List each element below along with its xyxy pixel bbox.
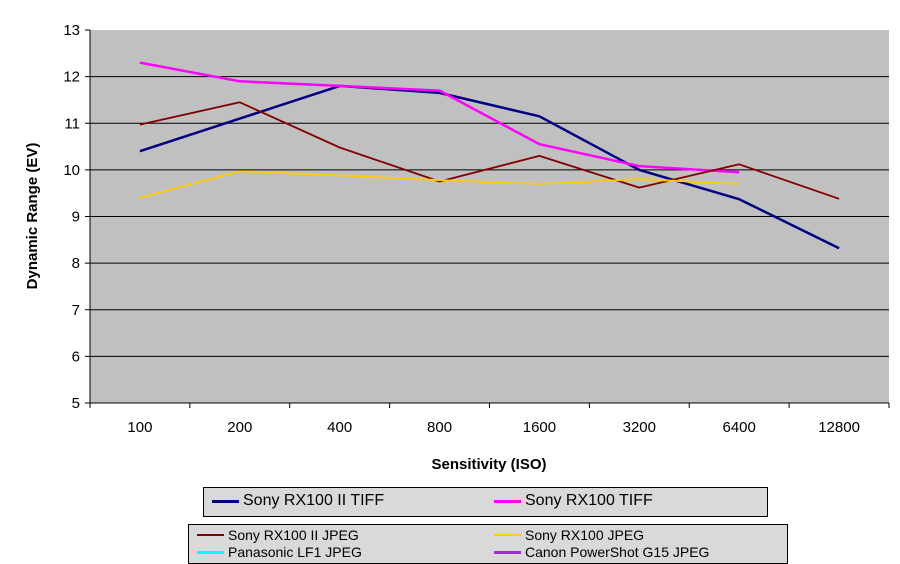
x-axis: 100 200 400 800 1600 3200 6400 12800 — [89, 402, 890, 436]
legend-item: Sony RX100 JPEG — [494, 527, 644, 543]
legend-label: Canon PowerShot G15 JPEG — [525, 544, 710, 560]
y-tick-label: 6 — [72, 348, 80, 365]
legend-swatch — [212, 499, 239, 503]
legend-primary: Sony RX100 II TIFF Sony RX100 TIFF — [203, 487, 768, 517]
x-tick-label: 200 — [227, 419, 252, 436]
y-axis-label: Dynamic Range (EV) — [24, 143, 41, 290]
x-tick-label: 6400 — [723, 419, 756, 436]
series-lines — [139, 61, 840, 250]
legend-item: Panasonic LF1 JPEG — [197, 544, 362, 560]
y-axis: 5 6 7 8 9 10 11 12 13 — [63, 22, 91, 412]
series-line — [139, 101, 840, 200]
y-tick-label: 10 — [63, 162, 80, 179]
chart: 5 6 7 8 9 10 11 12 13 100 200 400 800 1600 3200 6400 12… — [24, 22, 890, 473]
y-tick-label: 9 — [72, 209, 80, 226]
x-tick-label: 12800 — [818, 419, 860, 436]
y-tick-label: 7 — [72, 302, 80, 319]
legend-swatch — [494, 550, 521, 554]
legend-label: Sony RX100 II TIFF — [243, 492, 385, 509]
legend-item: Sony RX100 TIFF — [494, 492, 653, 510]
legend-label: Sony RX100 II JPEG — [228, 527, 359, 543]
x-tick-label: 100 — [127, 419, 152, 436]
y-tick-label: 11 — [64, 115, 80, 132]
x-tick-label: 3200 — [623, 419, 656, 436]
legend-label: Sony RX100 TIFF — [525, 492, 653, 509]
x-tick-label: 1600 — [523, 419, 556, 436]
legend-swatch — [494, 499, 521, 503]
legend-swatch — [197, 550, 224, 554]
x-axis-label: Sensitivity (ISO) — [431, 456, 546, 473]
legend-label: Panasonic LF1 JPEG — [228, 544, 362, 560]
legend-swatch — [494, 534, 521, 536]
legend-label: Sony RX100 JPEG — [525, 527, 645, 543]
y-tick-label: 8 — [72, 255, 80, 272]
series-line — [139, 170, 740, 199]
series-line — [139, 61, 740, 174]
x-tick-label: 400 — [327, 419, 352, 436]
legend-swatch — [197, 534, 224, 536]
y-tick-label: 12 — [63, 69, 80, 86]
legend-item: Canon PowerShot G15 JPEG — [494, 544, 709, 560]
x-tick-label: 800 — [427, 419, 452, 436]
legend-item: Sony RX100 II TIFF — [212, 492, 384, 510]
y-tick-label: 13 — [63, 22, 80, 39]
legend-item: Sony RX100 II JPEG — [197, 527, 359, 543]
gridlines — [90, 76, 889, 357]
y-tick-label: 5 — [72, 395, 80, 412]
series-line — [139, 84, 840, 250]
legend-secondary: Sony RX100 II JPEG Sony RX100 JPEG Panas… — [188, 524, 788, 564]
